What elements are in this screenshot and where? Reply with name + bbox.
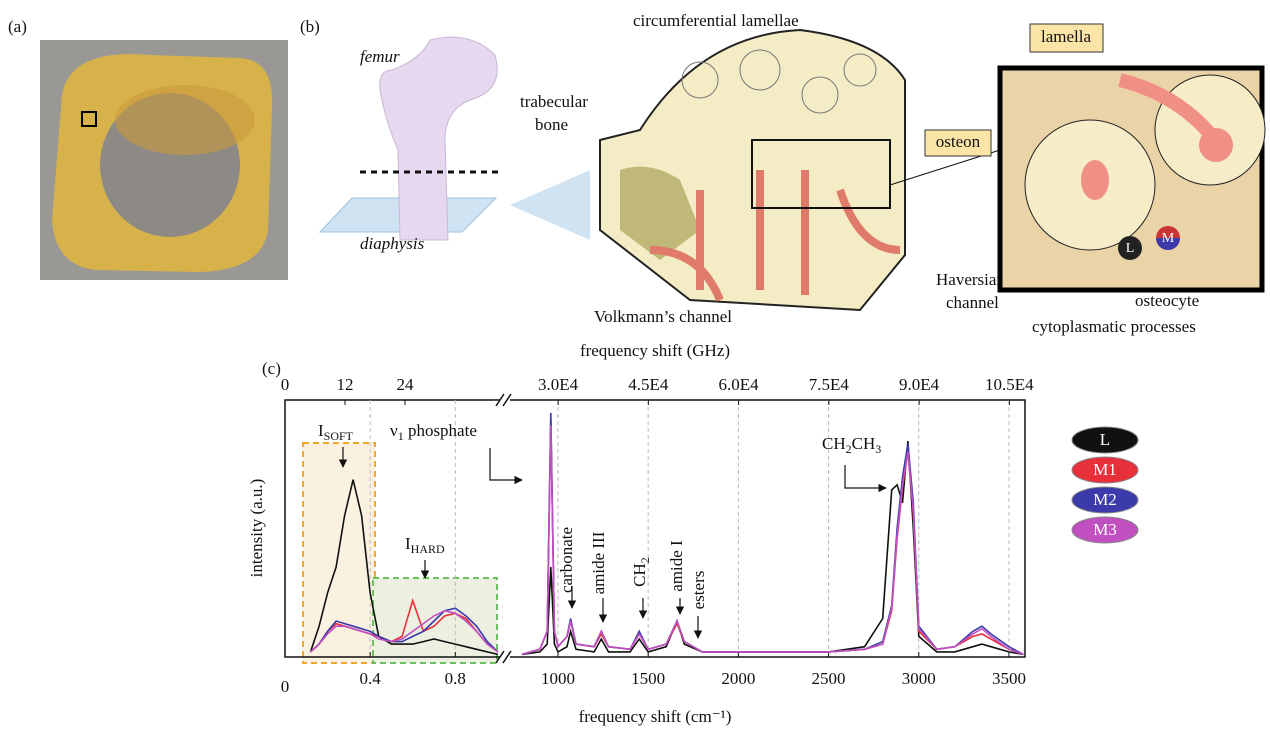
annotation-text: amide III	[589, 531, 608, 594]
x-tick-label: 1000	[541, 669, 575, 688]
x2-tick-label: 3.0E4	[538, 375, 579, 394]
x2-axis-label: frequency shift (GHz)	[580, 341, 730, 360]
legend-swatch	[1071, 426, 1139, 454]
x-axis-label: frequency shift (cm⁻¹)	[579, 707, 732, 726]
panel-label: (a)	[8, 17, 27, 36]
annotation: carbonate	[557, 527, 576, 593]
cell-label: M	[1162, 231, 1175, 246]
osteocyte-panel	[997, 65, 1266, 293]
panel-label: (b)	[300, 17, 320, 36]
legend-swatch	[1071, 456, 1139, 484]
label-box	[924, 129, 992, 157]
x2-tick-label: 4.5E4	[628, 375, 669, 394]
spectrum-line	[309, 609, 499, 653]
annotation-text: CH	[852, 434, 876, 453]
legend-label: M3	[1093, 520, 1117, 539]
spectrum-line	[309, 597, 499, 653]
x2-tick-label: 6.0E4	[719, 375, 760, 394]
annotation-text: CH	[822, 434, 846, 453]
arrow	[844, 465, 887, 493]
cell-label: L	[1126, 241, 1135, 256]
annotation: amide III	[589, 531, 608, 594]
x-tick-label: 3500	[992, 669, 1026, 688]
label: Haversian	[936, 270, 1005, 289]
label: trabecular	[520, 92, 588, 111]
label: channel	[946, 293, 999, 312]
arrow	[489, 448, 523, 485]
annotation: CH2CH3	[822, 434, 881, 456]
label: femur	[360, 47, 400, 66]
legend-swatch	[1071, 486, 1139, 514]
x-tick-label: 0	[281, 677, 290, 696]
annotation: ISOFT	[318, 421, 354, 443]
annotation: ν1 phosphate	[390, 421, 477, 443]
subscript: 3	[875, 442, 881, 456]
bone-schematic	[599, 28, 1001, 312]
label: Volkmann’s channel	[594, 307, 732, 326]
panel-label: (c)	[262, 359, 281, 378]
annotation-text: ν	[390, 421, 398, 440]
annotation-text: I	[318, 421, 324, 440]
x2-tick-label: 0	[281, 375, 290, 394]
legend-label: M1	[1093, 460, 1117, 479]
x2-tick-label: 7.5E4	[809, 375, 850, 394]
annotation-text: phosphate	[404, 421, 477, 440]
x2-tick-label: 12	[337, 375, 354, 394]
legend-label: L	[1100, 430, 1110, 449]
annotation: amide I	[667, 540, 686, 592]
y-axis-label: intensity (a.u.)	[247, 479, 266, 578]
label: osteon	[936, 132, 981, 151]
spectrum-line	[309, 607, 499, 653]
label: osteocyte	[1135, 291, 1199, 310]
x-tick-label: 2000	[721, 669, 755, 688]
annotation: esters	[689, 571, 708, 610]
x2-tick-label: 9.0E4	[899, 375, 940, 394]
subscript: 2	[638, 557, 652, 563]
spectrum-line	[521, 425, 1024, 656]
x-tick-label: 2500	[812, 669, 846, 688]
x2-tick-label: 24	[397, 375, 415, 394]
x-tick-label: 1500	[631, 669, 665, 688]
annotation: IHARD	[405, 534, 445, 556]
label: lamella	[1041, 27, 1091, 46]
annotation: CH2	[630, 557, 652, 587]
photo	[40, 40, 288, 280]
annotation-text: esters	[689, 571, 708, 610]
annotation-text: amide I	[667, 540, 686, 592]
subscript: 1	[398, 429, 404, 443]
x-tick-label: 3000	[902, 669, 936, 688]
axes-frame	[284, 393, 1026, 664]
subscript: HARD	[411, 542, 445, 556]
subscript: 2	[846, 442, 852, 456]
spectrum-line	[309, 479, 499, 656]
x2-tick-label: 10.5E4	[985, 375, 1034, 394]
annotation-text: CH	[630, 563, 649, 587]
spectrum-line	[521, 441, 1024, 656]
label: cytoplasmatic processes	[1032, 317, 1196, 336]
label: diaphysis	[360, 234, 425, 253]
annotation-text: I	[405, 534, 411, 553]
label: bone	[535, 115, 568, 134]
x-tick-label: 0.8	[445, 669, 466, 688]
femur-drawing	[318, 36, 590, 241]
legend-label: M2	[1093, 490, 1117, 509]
label: circumferential lamellae	[633, 11, 799, 30]
label-box	[1029, 23, 1104, 53]
legend-swatch	[1071, 516, 1139, 544]
annotation-text: carbonate	[557, 527, 576, 593]
subscript: SOFT	[324, 429, 354, 443]
x-tick-label: 0.4	[360, 669, 382, 688]
